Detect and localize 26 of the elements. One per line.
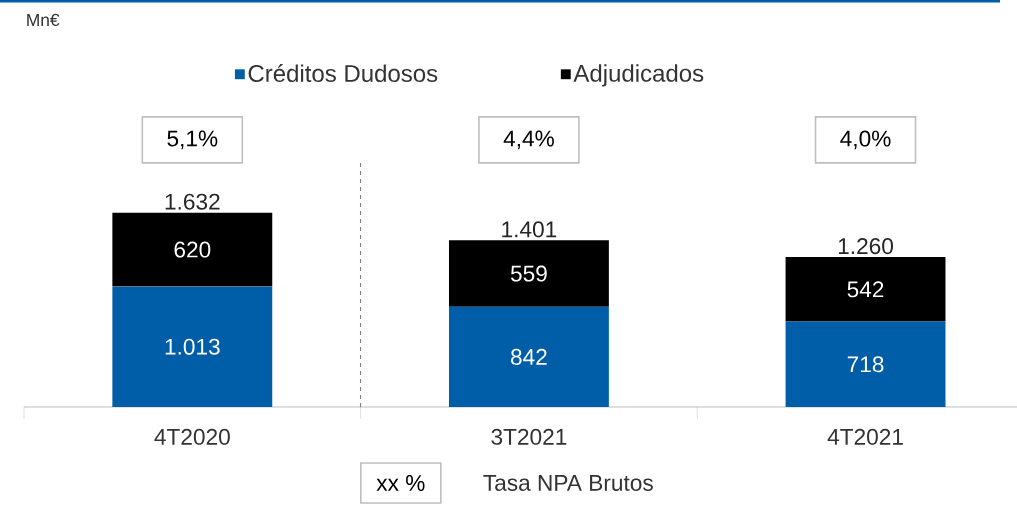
data-label: 1.013 [165,338,220,355]
total-label: 1.260 [838,238,894,255]
x-tick-label: 4T2020 [154,428,230,445]
data-label: 559 [510,265,547,282]
bar [112,286,273,407]
data-label: 718 [847,356,884,373]
text: 4,0% [840,130,891,150]
data-label: 542 [847,281,884,298]
x-tick-label: 4T2021 [827,428,903,445]
text: 5,1% [167,130,218,150]
bar [785,257,946,322]
x-tick-label: 3T2021 [491,428,567,445]
text: 4,4% [503,130,554,150]
legend-label: Adjudicados [573,64,704,87]
text: Tasa NPA Brutos [483,475,653,491]
bar [448,240,609,307]
bar [112,212,273,287]
bar [785,321,946,407]
text: Mn€ [27,13,60,27]
data-label: 842 [511,348,547,365]
bar [448,306,609,407]
total-label: 1.401 [502,221,557,238]
data-label: 620 [174,241,211,258]
legend-label: Créditos Dudosos [248,64,438,83]
total-label: 1.632 [165,193,220,210]
text: xx % [376,475,425,491]
